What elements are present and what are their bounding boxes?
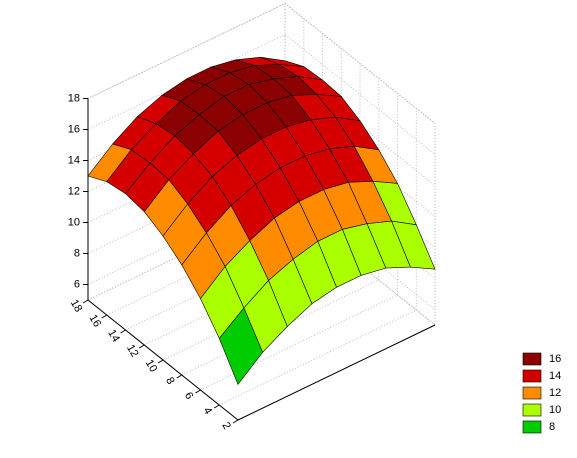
z-tick-label: 6 [74, 278, 80, 290]
legend-swatch [522, 386, 542, 400]
z-tick-label: 14 [68, 154, 80, 166]
x-tick [101, 314, 108, 319]
x-tick [232, 419, 239, 424]
legend-label: 12 [549, 387, 561, 399]
x-tick [138, 344, 145, 349]
x-tick-label: 6 [182, 390, 195, 401]
legend-label: 10 [549, 404, 561, 416]
x-tick [157, 359, 164, 364]
z-tick-label: 8 [74, 247, 80, 259]
grid-line [87, 3, 286, 301]
surface-cell [218, 307, 263, 385]
grid-line [219, 108, 417, 406]
x-tick [213, 404, 220, 409]
legend-swatch [522, 420, 542, 434]
legend-label: 16 [549, 353, 561, 365]
grid-line [125, 33, 323, 331]
grid-line [87, 33, 436, 155]
grid-line [87, 2, 436, 124]
x-tick-label: 14 [105, 328, 122, 345]
axis-edge [87, 98, 436, 421]
x-tick [120, 329, 126, 334]
grid-line [106, 18, 305, 316]
x-tick-label: 16 [87, 313, 104, 330]
legend-swatch [522, 403, 542, 417]
z-tick-label: 16 [68, 123, 80, 135]
x-tick [82, 299, 89, 304]
z-tick-label: 10 [68, 216, 80, 228]
x-tick-label: 8 [163, 375, 176, 386]
legend-swatch [522, 352, 542, 366]
x-tick-label: 18 [68, 298, 85, 315]
x-tick-label: 12 [124, 343, 141, 360]
grid-line [87, 188, 436, 310]
legend-swatch [522, 369, 542, 383]
z-tick-label: 12 [68, 185, 80, 197]
legend-label: 14 [549, 370, 561, 382]
legend-label: 8 [549, 421, 555, 433]
legend: 16 14 12 10 8 [522, 352, 561, 434]
x-tick-label: 10 [143, 358, 160, 375]
z-tick-label: 18 [68, 92, 80, 104]
grid-line [200, 93, 398, 391]
x-tick [195, 389, 201, 394]
x-tick [176, 374, 183, 379]
x-tick-label: 4 [201, 405, 214, 416]
x-tick-label: 2 [219, 420, 232, 431]
